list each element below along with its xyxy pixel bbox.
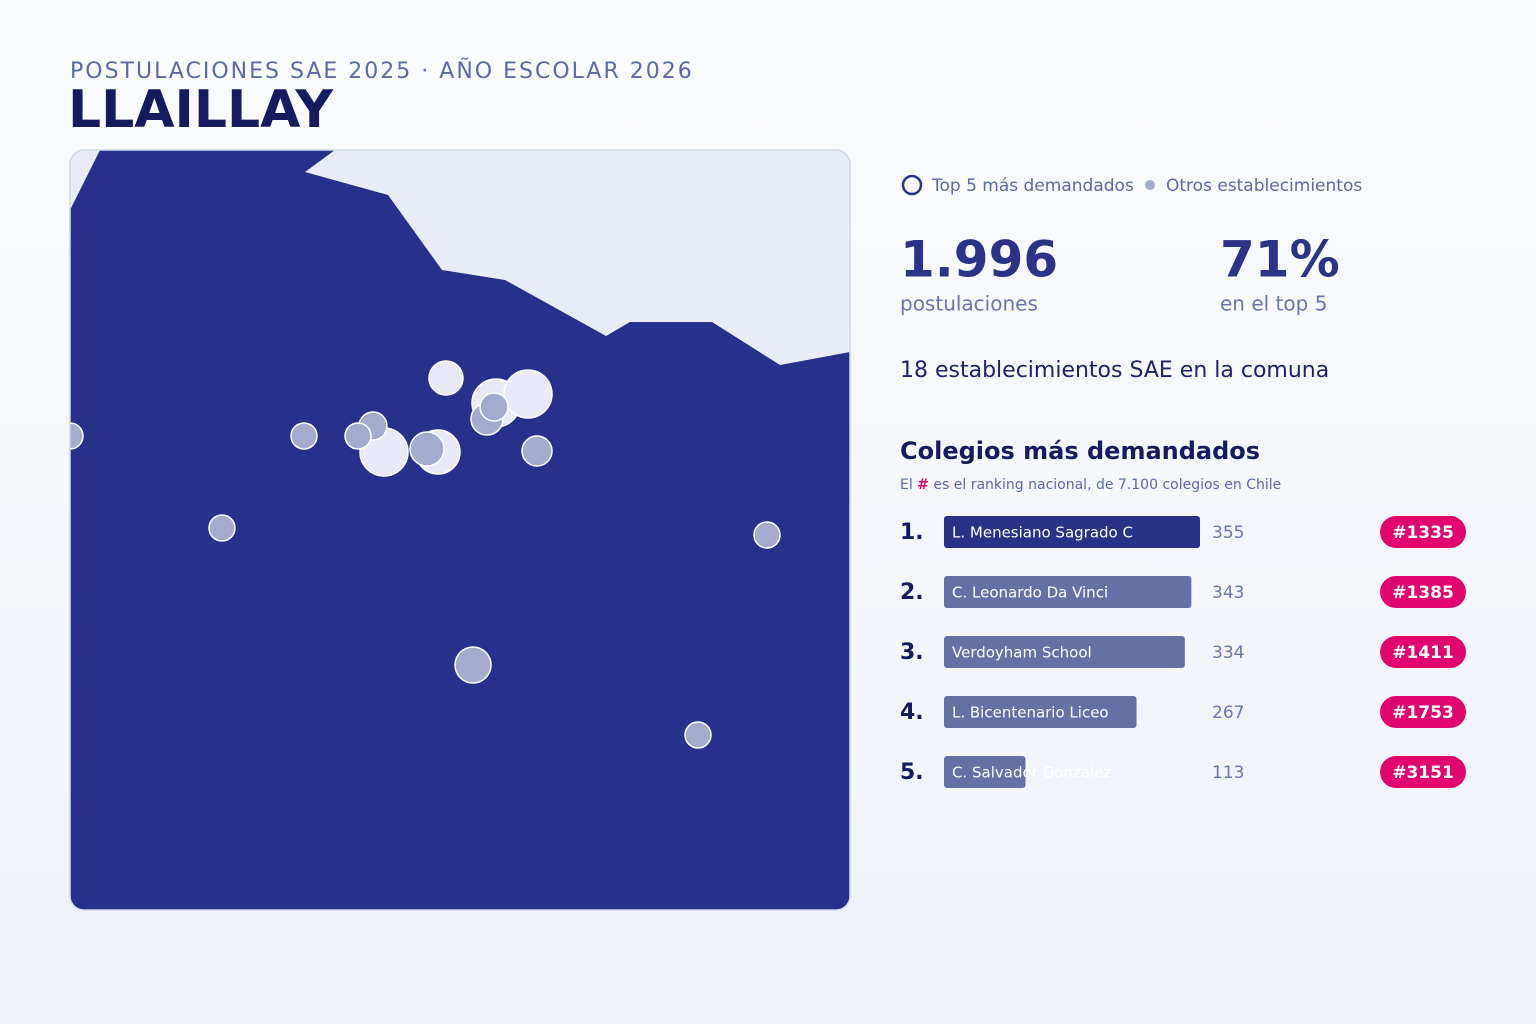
kicker: POSTULACIONES SAE 2025 · AÑO ESCOLAR 202… xyxy=(70,57,694,84)
legend-dot xyxy=(1145,180,1155,190)
legend-ring xyxy=(901,174,923,196)
bar-label: Verdoyham School xyxy=(952,644,1092,662)
summary: 18 establecimientos SAE en la comuna xyxy=(900,358,1329,383)
legend-label: Top 5 más demandados xyxy=(931,176,1134,196)
school-point xyxy=(753,521,781,549)
chart-subtitle: El # es el ranking nacional, de 7.100 co… xyxy=(900,477,1281,493)
rank: 1. xyxy=(900,520,924,545)
stat-value: 71% xyxy=(1220,231,1340,289)
bar-label: C. Leonardo Da Vinci xyxy=(952,584,1108,602)
stat-label: en el top 5 xyxy=(1220,292,1327,316)
rank: 3. xyxy=(900,640,924,665)
rank: 2. xyxy=(900,580,924,605)
value-label: 355 xyxy=(1212,523,1244,543)
school-point xyxy=(70,422,84,450)
rank-badge-label: #1385 xyxy=(1392,583,1454,603)
bar xyxy=(944,756,1026,788)
value-label: 113 xyxy=(1212,763,1244,783)
outside-area xyxy=(305,150,850,365)
subtitle-hash: # xyxy=(917,477,929,493)
rank-badge xyxy=(1380,576,1466,608)
bar-label: L. Menesiano Sagrado C xyxy=(952,524,1133,542)
map xyxy=(70,150,850,910)
school-point xyxy=(208,514,236,542)
bar xyxy=(944,636,1185,668)
points xyxy=(70,360,781,749)
chart-title: Colegios más demandados xyxy=(900,437,1260,465)
rank-badge xyxy=(1380,636,1466,668)
rank-badge-label: #1753 xyxy=(1392,703,1454,723)
rank-badge xyxy=(1380,516,1466,548)
school-point xyxy=(290,422,318,450)
outside-area xyxy=(70,150,100,210)
school-point xyxy=(521,435,553,467)
rank-badge xyxy=(1380,696,1466,728)
bar xyxy=(944,576,1192,608)
school-point xyxy=(479,392,509,422)
rank-badge-label: #1411 xyxy=(1392,643,1454,663)
rank: 5. xyxy=(900,760,924,785)
subtitle-text: El xyxy=(900,477,913,493)
school-point xyxy=(428,360,464,396)
rank: 4. xyxy=(900,700,924,725)
bar-label: C. Salvador Gonzalez xyxy=(952,764,1111,782)
school-point xyxy=(684,721,712,749)
school-point xyxy=(454,646,492,684)
title: LLAILLAY xyxy=(68,80,334,140)
map-frame xyxy=(69,149,851,911)
school-point xyxy=(344,422,372,450)
bar xyxy=(944,516,1200,548)
legend-label: Otros establecimientos xyxy=(1166,176,1362,196)
value-label: 334 xyxy=(1212,643,1244,663)
rank-badge xyxy=(1380,756,1466,788)
value-label: 267 xyxy=(1212,703,1244,723)
rank-badge-label: #1335 xyxy=(1392,523,1454,543)
bar xyxy=(944,696,1137,728)
bar-label: L. Bicentenario Liceo xyxy=(952,704,1109,722)
stat-label: postulaciones xyxy=(900,292,1038,316)
school-point xyxy=(409,431,445,467)
stat-value: 1.996 xyxy=(900,231,1058,289)
value-label: 343 xyxy=(1212,583,1244,603)
rank-badge-label: #3151 xyxy=(1392,763,1454,783)
school-point xyxy=(503,369,553,419)
subtitle-text: es el ranking nacional, de 7.100 colegio… xyxy=(933,477,1281,493)
